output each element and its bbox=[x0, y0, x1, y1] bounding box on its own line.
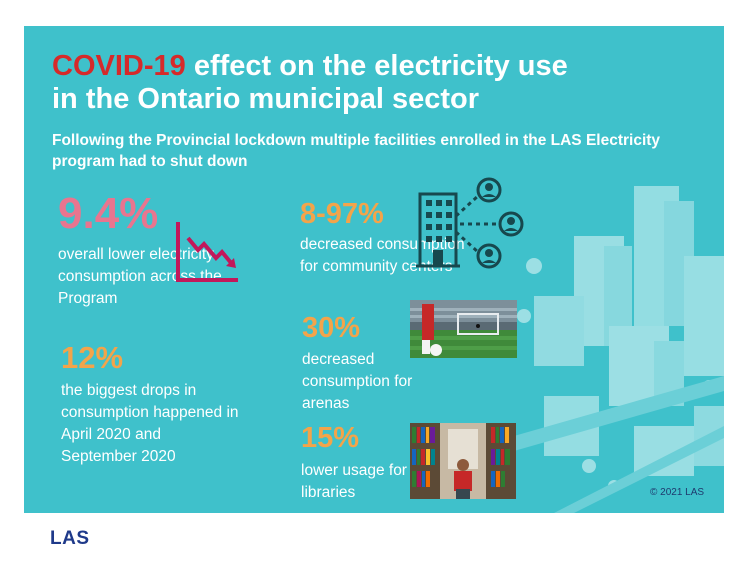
copyright-text: © 2021 LAS bbox=[650, 487, 705, 498]
stat-drops-value: 12% bbox=[61, 340, 124, 375]
declining-chart-icon bbox=[176, 222, 238, 282]
stat-drops-description: the biggest drops in consumption happene… bbox=[61, 382, 239, 465]
stat-community-description: decreased consumption for community cent… bbox=[300, 236, 465, 275]
stat-arenas-description: decreased consumption for arenas bbox=[302, 351, 413, 412]
building-community-icon bbox=[416, 177, 524, 269]
library-photo bbox=[410, 423, 516, 499]
infographic-panel: COVID-19 effect on the electricity use i… bbox=[24, 26, 724, 513]
page-title: COVID-19 effect on the electricity use i… bbox=[52, 50, 712, 116]
arena-photo bbox=[410, 300, 517, 358]
title-highlight: COVID-19 bbox=[52, 50, 186, 82]
stat-arenas-value: 30% bbox=[302, 312, 361, 344]
las-logo: LAS bbox=[50, 528, 90, 549]
title-line1-rest: effect on the electricity use bbox=[185, 50, 568, 82]
city-illustration bbox=[514, 186, 724, 513]
stat-overall-value: 9.4% bbox=[58, 189, 159, 238]
stat-community-value: 8-97% bbox=[300, 198, 384, 230]
stat-libraries-description: lower usage for libraries bbox=[301, 462, 407, 501]
subtitle: Following the Provincial lockdown multip… bbox=[52, 132, 661, 170]
title-line2: in the Ontario municipal sector bbox=[52, 83, 480, 115]
stat-libraries-value: 15% bbox=[301, 422, 360, 454]
